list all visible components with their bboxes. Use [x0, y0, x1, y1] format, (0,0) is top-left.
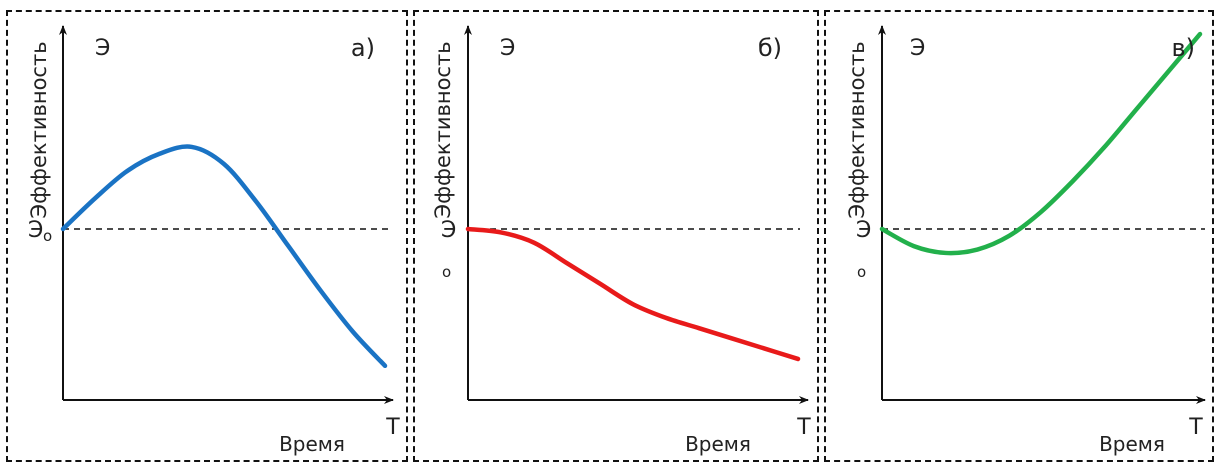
- baseline-subscript-a: о: [43, 227, 52, 245]
- chart-panel-b: [413, 10, 819, 462]
- x-axis-letter-a: Т: [385, 415, 400, 440]
- x-axis-letter-b: Т: [796, 415, 811, 440]
- baseline-label-a: Э: [28, 218, 43, 243]
- chart-panel-c: [824, 10, 1214, 462]
- x-axis-label-c: Время: [1099, 432, 1165, 456]
- x-axis-label-a: Время: [279, 432, 345, 456]
- panel-label-a: а): [351, 34, 375, 62]
- chart-panel-a: [6, 10, 408, 462]
- baseline-subscript-c: о: [857, 263, 866, 281]
- panel-label-b: б): [758, 34, 782, 62]
- series-line-b: [465, 226, 801, 362]
- series-line-c: [879, 31, 1203, 256]
- x-axis-letter-c: Т: [1188, 415, 1203, 440]
- y-axis-letter-c: Э: [910, 36, 925, 61]
- series-line-a: [60, 144, 388, 369]
- baseline-label-b: Э: [441, 218, 456, 243]
- baseline-subscript-b: о: [442, 263, 451, 281]
- panel-label-c: в): [1171, 34, 1195, 62]
- y-axis-letter-b: Э: [500, 36, 515, 61]
- y-axis-label-c: Эффективность: [845, 41, 869, 218]
- y-axis-letter-a: Э: [95, 36, 110, 61]
- y-axis-label-a: Эффективность: [27, 41, 51, 218]
- x-axis-label-b: Время: [685, 432, 751, 456]
- baseline-label-c: Э: [856, 218, 871, 243]
- y-axis-label-b: Эффективность: [431, 41, 455, 218]
